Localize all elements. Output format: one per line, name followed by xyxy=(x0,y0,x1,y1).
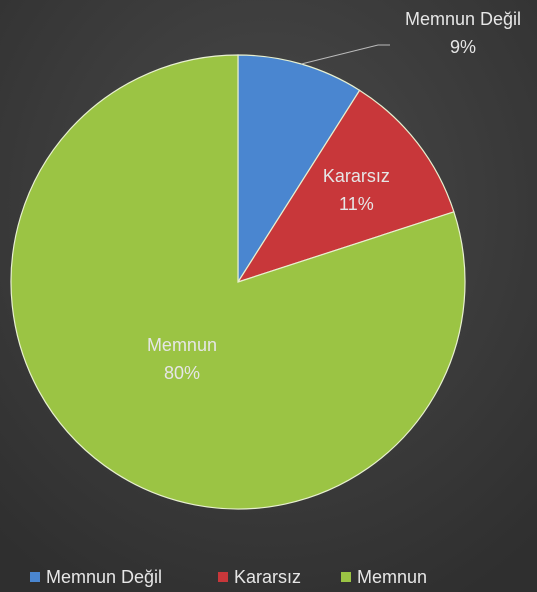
pie xyxy=(10,54,466,510)
legend-swatch xyxy=(341,572,351,582)
data-label-name: Kararsız xyxy=(323,166,390,186)
legend-swatch xyxy=(30,572,40,582)
pie-slice xyxy=(237,54,361,285)
legend-label: Memnun xyxy=(357,567,427,587)
pie-slice xyxy=(236,89,455,284)
data-label-name: Memnun xyxy=(147,335,217,355)
data-label-name: Memnun Değil xyxy=(405,9,521,29)
data-label-value: 11% xyxy=(339,194,374,214)
legend-label: Memnun Değil xyxy=(46,567,162,587)
legend-swatch xyxy=(218,572,228,582)
data-label-value: 80% xyxy=(164,363,200,383)
pie-slice xyxy=(10,54,466,510)
labels: Memnun Değil 9% Kararsız 11% Memnun 80% xyxy=(147,9,521,383)
leader-line xyxy=(301,44,390,65)
data-label-value: 9% xyxy=(450,37,476,57)
legend: Memnun Değil Kararsız Memnun xyxy=(30,567,427,587)
legend-label: Kararsız xyxy=(234,567,301,587)
